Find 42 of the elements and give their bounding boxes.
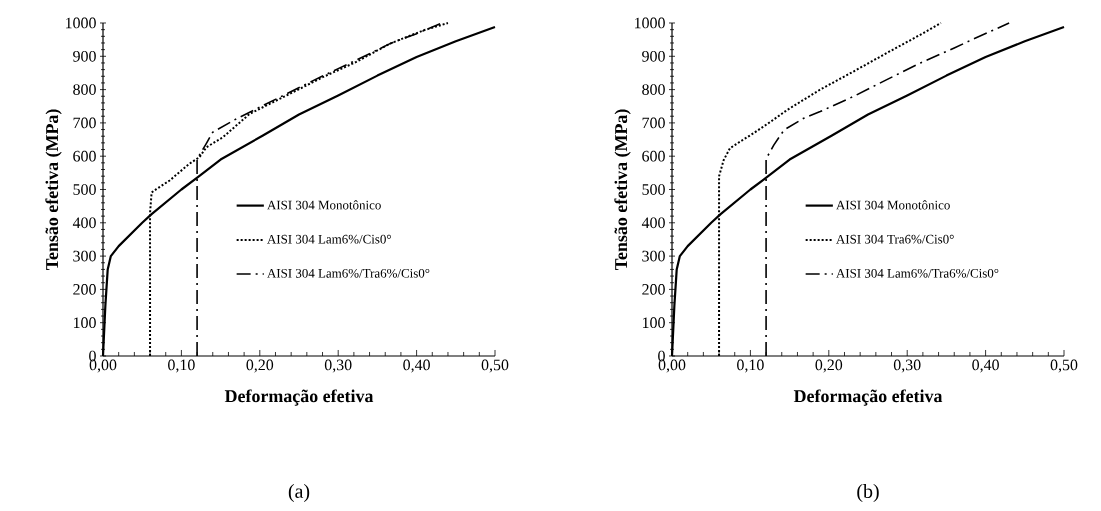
x-tick-label: 0,30 — [893, 359, 921, 373]
y-tick-label: 800 — [642, 84, 665, 95]
y-tick-label: 400 — [72, 217, 96, 229]
y-tick-label: 800 — [73, 84, 96, 95]
x-tick-label: 0,40 — [403, 359, 430, 373]
y-tick-label: 600 — [73, 150, 96, 162]
y-tick-label: 400 — [641, 217, 665, 229]
x-tick-label: 0,10 — [168, 359, 195, 373]
x-tick-label: 0,50 — [481, 359, 509, 373]
legend-label: AISI 304 Lam6%/Tra6%/Cis0° — [836, 268, 999, 278]
y-tick-label: 200 — [642, 284, 665, 295]
y-axis-title: Tensão efetiva (MPa) — [614, 109, 631, 271]
y-tick-label: 900 — [642, 50, 665, 62]
x-tick-label: 0,20 — [815, 359, 843, 373]
x-tick-label: 0,10 — [737, 359, 764, 373]
y-tick-label: 200 — [73, 284, 96, 295]
y-tick-label: 1000 — [635, 17, 665, 29]
y-tick-label: 900 — [73, 50, 96, 62]
x-tick-label: 0,20 — [246, 359, 274, 373]
legend-label: AISI 304 Lam6%/Cis0° — [267, 234, 391, 244]
text: (a) — [288, 483, 310, 503]
legend-label: AISI 304 Monotônico — [267, 200, 381, 210]
x-axis-title: Deformação efetiva — [793, 389, 943, 406]
y-tick-label: 500 — [73, 184, 96, 195]
x-tick-label: 0,30 — [324, 359, 352, 373]
y-tick-label: 300 — [73, 250, 96, 262]
y-tick-label: 300 — [642, 250, 665, 262]
y-tick-label: 700 — [642, 117, 665, 129]
text: (b) — [857, 483, 879, 503]
y-tick-label: 600 — [642, 150, 665, 162]
x-axis-title: Deformação efetiva — [224, 389, 374, 406]
y-tick-label: 100 — [642, 317, 665, 329]
y-tick-label: 700 — [73, 117, 96, 129]
y-axis-title: Tensão efetiva (MPa) — [45, 109, 62, 271]
legend-label: AISI 304 Monotônico — [836, 200, 950, 210]
y-tick-label: 500 — [642, 184, 665, 195]
y-tick-label: 100 — [73, 317, 96, 329]
y-tick-label: 1000 — [66, 17, 96, 29]
legend-label: AISI 304 Tra6%/Cis0° — [836, 234, 954, 244]
legend-label: AISI 304 Lam6%/Tra6%/Cis0° — [267, 268, 430, 278]
x-tick-label: 0,40 — [972, 359, 999, 373]
x-tick-label: 0,50 — [1050, 359, 1078, 373]
